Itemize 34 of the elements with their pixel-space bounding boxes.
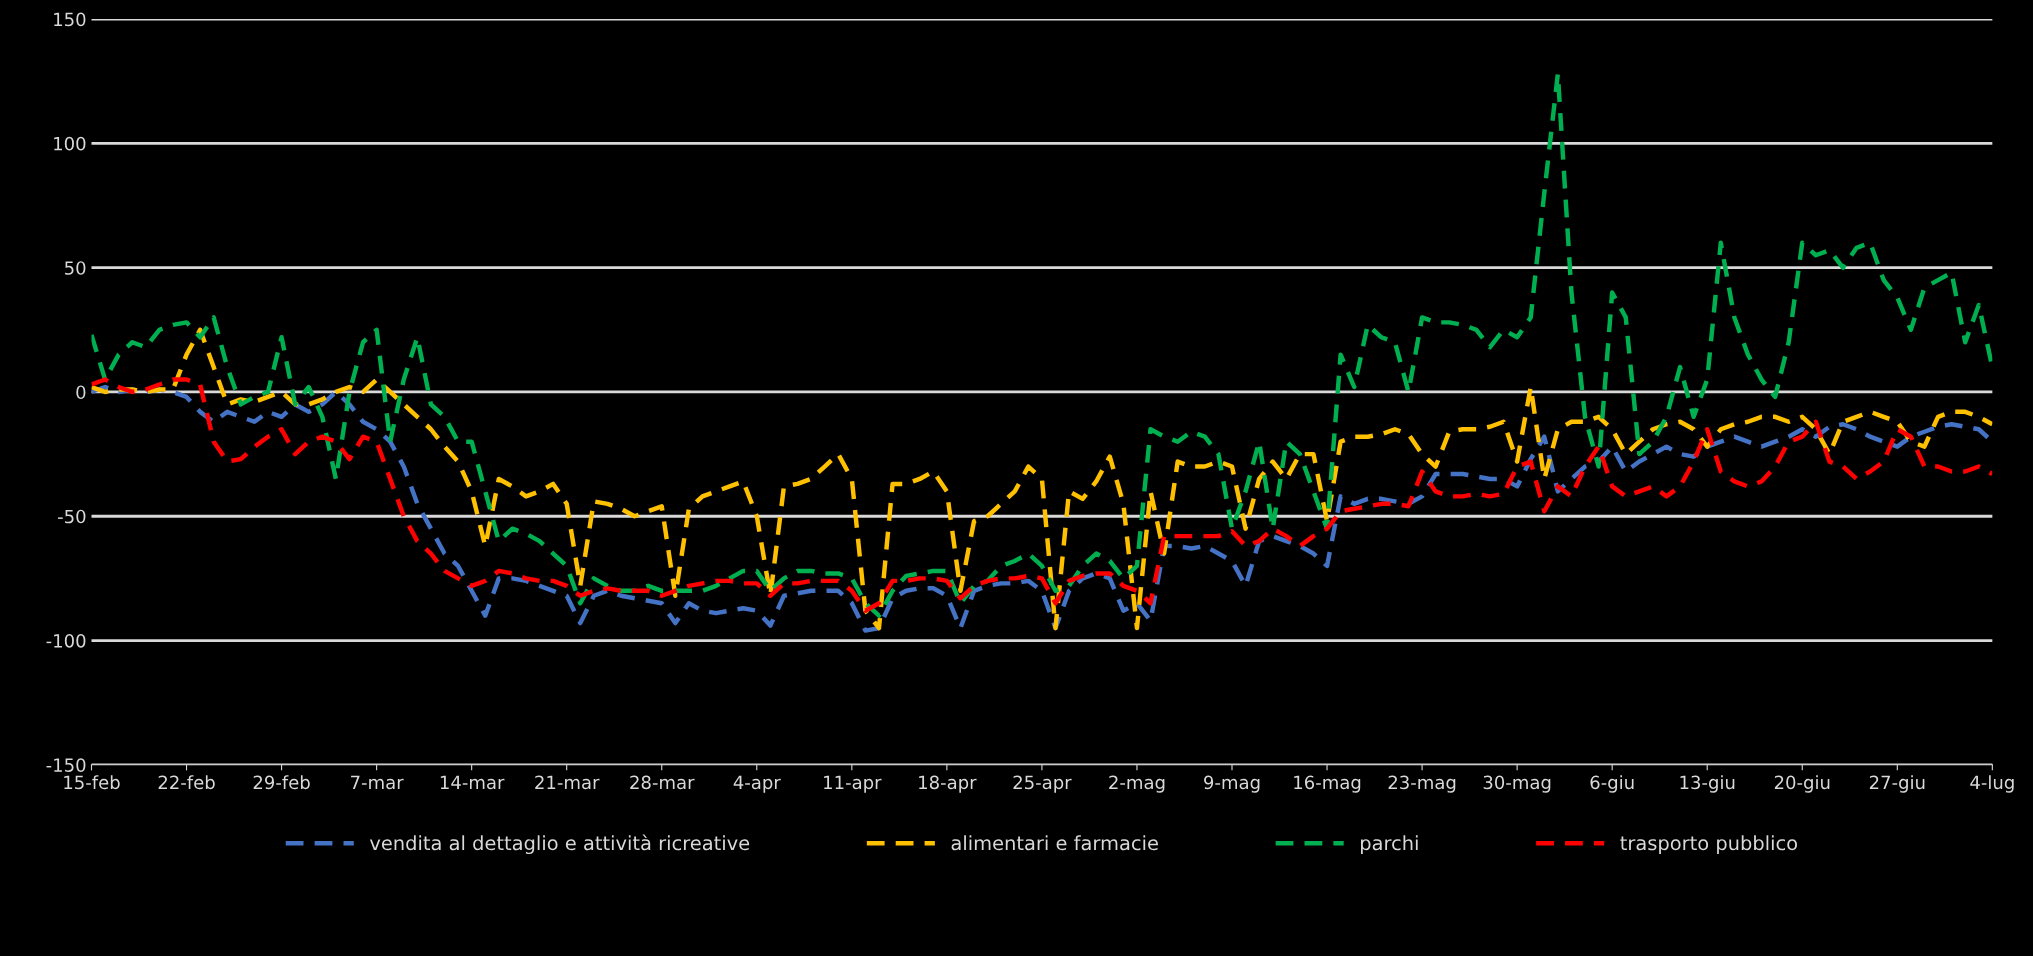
x-tick-label: 28-mar <box>630 775 695 790</box>
y-tick-label: -50 <box>58 509 86 524</box>
y-tick-label: 0 <box>76 385 86 400</box>
x-tick-label: 30-mag <box>1483 775 1551 793</box>
legend-label: alimentari e farmacie <box>951 835 1158 851</box>
legend-label: parchi <box>1361 835 1418 855</box>
x-tick-label: 4-lug <box>1970 775 2014 793</box>
x-tick-label: 18-apr <box>919 775 977 793</box>
x-tick-label: 29-feb <box>253 775 310 790</box>
line-series <box>91 71 1993 618</box>
x-tick-label: 14-mar <box>440 775 505 790</box>
x-tick-label: 27-giu <box>1869 775 1925 793</box>
x-tick-label: 13-giu <box>1680 775 1735 793</box>
x-tick-label: 22-feb <box>158 775 215 790</box>
legend-label: trasporto pubblico <box>1620 835 1798 855</box>
x-tick-label: 7-mar <box>351 775 404 790</box>
x-tick-label: 15-feb <box>64 775 120 790</box>
x-tick-label: 6-giu <box>1590 775 1634 793</box>
x-tick-label: 20-giu <box>1774 775 1830 793</box>
y-tick-label: -100 <box>46 633 86 648</box>
x-tick-label: 16-mag <box>1294 775 1361 793</box>
x-tick-label: 4-apr <box>733 775 781 793</box>
y-tick-label: 50 <box>65 261 86 275</box>
x-tick-label: 25-apr <box>1013 775 1072 793</box>
x-tick-label: 23-mag <box>1388 775 1456 793</box>
y-tick-label: -150 <box>46 758 86 772</box>
line-series <box>91 327 1993 631</box>
y-tick-label: 100 <box>54 136 86 151</box>
legend-label: vendita al dettaglio e attività ricreative <box>369 834 750 855</box>
x-tick-label: 9-mag <box>1204 775 1260 793</box>
x-tick-label: 21-mar <box>535 775 600 790</box>
y-tick-label: 150 <box>54 12 86 27</box>
x-tick-label: 2-mag <box>1109 775 1165 793</box>
x-tick-label: 11-apr <box>824 775 882 793</box>
